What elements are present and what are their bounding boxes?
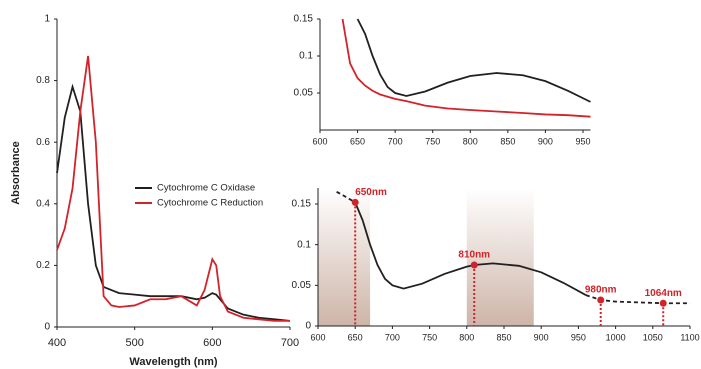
x-tick-label: 500 <box>125 337 143 349</box>
x-tick-label: 750 <box>422 332 437 342</box>
y-tick-label: 0.8 <box>36 75 50 86</box>
x-tick-label: 600 <box>312 136 327 146</box>
y-tick-label: 1 <box>44 14 50 25</box>
x-tick-label: 600 <box>203 337 221 349</box>
series-line <box>356 18 591 103</box>
point-label: 810nm <box>458 250 490 261</box>
x-tick-label: 850 <box>500 136 515 146</box>
x-tick-label: 700 <box>281 337 299 349</box>
y-axis-label: Absorbance <box>10 141 22 205</box>
y-tick-label: 0.6 <box>36 137 50 148</box>
point <box>470 261 478 269</box>
y-tick-label: 0 <box>305 321 311 332</box>
series-line <box>56 83 291 322</box>
series-line <box>585 294 690 305</box>
point <box>659 299 667 307</box>
x-tick-label: 1050 <box>643 332 663 342</box>
point <box>351 198 359 206</box>
y-tick-label: 0.05 <box>294 88 314 99</box>
series-line <box>354 202 587 296</box>
legend-label: Cytochrome C Reduction <box>157 198 263 209</box>
y-tick-label: 0.05 <box>292 280 312 291</box>
x-tick-label: 400 <box>48 337 66 349</box>
point-label: 650nm <box>355 187 387 198</box>
x-tick-label: 900 <box>534 332 549 342</box>
x-tick-label: 650 <box>348 332 363 342</box>
series-line <box>56 55 290 322</box>
point-label: 1064nm <box>645 288 682 299</box>
y-tick-label: 0.2 <box>36 260 50 271</box>
x-axis-label: Wavelength (nm) <box>129 356 218 368</box>
y-tick-label: 0.15 <box>294 14 314 25</box>
x-tick-label: 1000 <box>606 332 626 342</box>
x-tick-label: 800 <box>463 136 478 146</box>
x-tick-label: 750 <box>425 136 440 146</box>
x-tick-label: 800 <box>459 332 474 342</box>
shaded-range <box>466 188 534 326</box>
shaded-range <box>318 188 371 326</box>
x-tick-label: 950 <box>575 136 590 146</box>
y-tick-label: 0 <box>44 322 50 333</box>
point-label: 980nm <box>585 285 617 296</box>
x-tick-label: 900 <box>538 136 553 146</box>
legend-label: Cytochrome C Oxidase <box>157 183 255 194</box>
series-line <box>336 191 356 204</box>
y-tick-label: 0.1 <box>299 51 313 62</box>
y-tick-label: 0.15 <box>292 199 312 210</box>
point <box>597 296 605 304</box>
x-tick-label: 650 <box>350 136 365 146</box>
x-tick-label: 700 <box>385 332 400 342</box>
y-tick-label: 0.4 <box>36 198 50 209</box>
x-tick-label: 700 <box>388 136 403 146</box>
series-line <box>341 18 591 118</box>
x-tick-label: 600 <box>310 332 325 342</box>
x-tick-label: 950 <box>571 332 586 342</box>
x-tick-label: 1100 <box>680 332 699 342</box>
x-tick-label: 850 <box>496 332 511 342</box>
y-tick-label: 0.1 <box>297 239 311 250</box>
